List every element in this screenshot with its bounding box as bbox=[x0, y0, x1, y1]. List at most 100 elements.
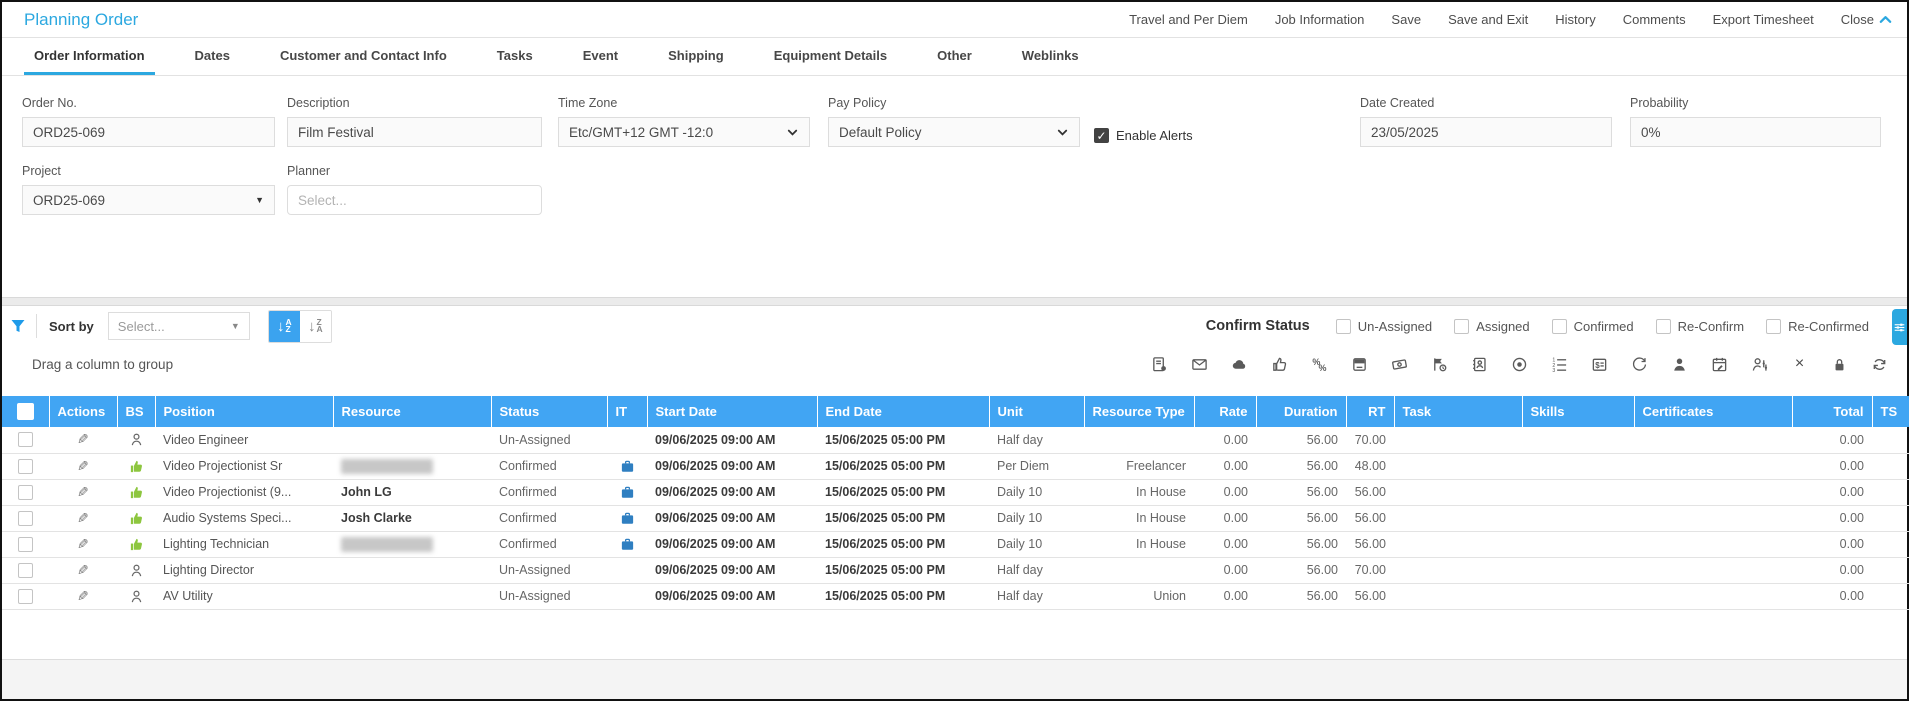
menu-item-save-and-exit[interactable]: Save and Exit bbox=[1448, 12, 1529, 27]
enable-alerts-checkbox[interactable]: ✓ Enable Alerts bbox=[1094, 128, 1193, 143]
menu-item-save[interactable]: Save bbox=[1391, 12, 1422, 27]
pay-policy-select[interactable]: Default Policy bbox=[828, 117, 1080, 147]
cash-icon[interactable] bbox=[1390, 355, 1409, 374]
edit-pencil-icon[interactable]: ✎ bbox=[77, 483, 89, 500]
briefcase-icon[interactable] bbox=[615, 459, 639, 474]
col-header-certificates[interactable]: Certificates bbox=[1634, 396, 1793, 427]
time-zone-select[interactable]: Etc/GMT+12 GMT -12:0 bbox=[558, 117, 810, 147]
col-header-start_date[interactable]: Start Date bbox=[647, 396, 818, 427]
description-field[interactable] bbox=[287, 117, 542, 147]
tab-event[interactable]: Event bbox=[582, 47, 619, 63]
edit-pencil-icon[interactable]: ✎ bbox=[77, 431, 89, 448]
col-header-resource[interactable]: Resource bbox=[333, 396, 492, 427]
person-outline-icon[interactable] bbox=[125, 589, 147, 604]
percentage-icon[interactable]: %% bbox=[1310, 355, 1329, 374]
assignment-notes-icon[interactable] bbox=[1150, 355, 1169, 374]
status-filter-un-assigned[interactable]: Un-Assigned bbox=[1335, 318, 1432, 334]
tab-other[interactable]: Other bbox=[937, 47, 972, 63]
select-all-checkbox[interactable] bbox=[16, 403, 34, 420]
thumbs-up-icon[interactable] bbox=[125, 459, 147, 474]
row-checkbox[interactable] bbox=[18, 536, 33, 552]
col-header-duration[interactable]: Duration bbox=[1256, 396, 1347, 427]
row-checkbox[interactable] bbox=[18, 484, 33, 500]
tab-shipping[interactable]: Shipping bbox=[668, 47, 724, 63]
menu-item-comments[interactable]: Comments bbox=[1622, 12, 1686, 27]
contacts-icon[interactable] bbox=[1470, 355, 1489, 374]
menu-item-export-timesheet[interactable]: Export Timesheet bbox=[1712, 12, 1814, 27]
cloud-icon[interactable] bbox=[1230, 355, 1249, 374]
status-filter-confirmed[interactable]: Confirmed bbox=[1551, 318, 1634, 334]
edit-pencil-icon[interactable]: ✎ bbox=[77, 457, 89, 474]
edit-pencil-icon[interactable]: ✎ bbox=[77, 587, 89, 604]
person-icon[interactable] bbox=[1670, 355, 1689, 374]
sort-field-select[interactable]: Select... ▼ bbox=[107, 312, 250, 340]
col-header-task[interactable]: Task bbox=[1394, 396, 1523, 427]
thumbs-up-icon[interactable] bbox=[125, 511, 147, 526]
row-checkbox[interactable] bbox=[18, 588, 33, 604]
chevron-up-icon[interactable] bbox=[1878, 12, 1893, 27]
col-header-bs[interactable]: BS bbox=[117, 396, 156, 427]
edit-pencil-icon[interactable]: ✎ bbox=[77, 561, 89, 578]
col-header-end_date[interactable]: End Date bbox=[817, 396, 990, 427]
menu-item-history[interactable]: History bbox=[1555, 12, 1596, 27]
menu-item-travel-and-per-diem[interactable]: Travel and Per Diem bbox=[1129, 12, 1248, 27]
sync-icon[interactable] bbox=[1630, 355, 1649, 374]
date-created-field[interactable] bbox=[1360, 117, 1612, 147]
planner-field[interactable] bbox=[287, 185, 542, 215]
rate-card-icon[interactable]: $ bbox=[1590, 355, 1609, 374]
col-header-rate[interactable]: Rate bbox=[1194, 396, 1257, 427]
close-x-icon[interactable]: × bbox=[1794, 355, 1805, 372]
edit-pencil-icon[interactable]: ✎ bbox=[77, 509, 89, 526]
person-settings-icon[interactable] bbox=[1750, 355, 1769, 374]
menu-item-job-information[interactable]: Job Information bbox=[1274, 12, 1365, 27]
refresh-icon[interactable] bbox=[1870, 355, 1889, 374]
thumbs-up-icon[interactable] bbox=[1270, 355, 1289, 374]
person-outline-icon[interactable] bbox=[125, 563, 147, 578]
project-select[interactable]: ORD25-069 ▼ bbox=[22, 185, 275, 215]
probability-field[interactable] bbox=[1630, 117, 1881, 147]
briefcase-icon[interactable] bbox=[615, 537, 639, 552]
filter-sliders-tab[interactable] bbox=[1892, 309, 1907, 345]
briefcase-icon[interactable] bbox=[615, 485, 639, 500]
row-checkbox[interactable] bbox=[18, 562, 33, 578]
person-outline-icon[interactable] bbox=[125, 432, 147, 447]
col-header-skills[interactable]: Skills bbox=[1522, 396, 1635, 427]
filter-funnel-icon[interactable] bbox=[10, 318, 26, 334]
tab-dates[interactable]: Dates bbox=[194, 47, 230, 63]
tab-customer-and-contact-info[interactable]: Customer and Contact Info bbox=[279, 47, 447, 63]
select-all-header[interactable] bbox=[2, 396, 50, 427]
lock-icon[interactable] bbox=[1830, 355, 1849, 374]
row-checkbox[interactable] bbox=[18, 432, 33, 448]
status-filter-assigned[interactable]: Assigned bbox=[1454, 318, 1530, 334]
col-header-rt[interactable]: RT bbox=[1346, 396, 1395, 427]
col-header-resource_type[interactable]: Resource Type bbox=[1084, 396, 1195, 427]
tab-equipment-details[interactable]: Equipment Details bbox=[773, 47, 888, 63]
tab-order-information[interactable]: Order Information bbox=[24, 38, 155, 75]
col-header-position[interactable]: Position bbox=[155, 396, 334, 427]
row-checkbox[interactable] bbox=[18, 458, 33, 474]
col-header-ts[interactable]: TS bbox=[1872, 396, 1909, 427]
status-filter-re-confirm[interactable]: Re-Confirm bbox=[1655, 318, 1744, 334]
col-header-actions[interactable]: Actions bbox=[49, 396, 118, 427]
col-header-total[interactable]: Total bbox=[1792, 396, 1873, 427]
row-checkbox[interactable] bbox=[18, 510, 33, 526]
thumbs-up-icon[interactable] bbox=[125, 485, 147, 500]
status-filter-re-confirmed[interactable]: Re-Confirmed bbox=[1766, 318, 1869, 334]
col-header-unit[interactable]: Unit bbox=[989, 396, 1085, 427]
target-icon[interactable] bbox=[1510, 355, 1529, 374]
email-check-icon[interactable] bbox=[1190, 355, 1209, 374]
order-no-field[interactable] bbox=[22, 117, 275, 147]
calendar-edit-icon[interactable] bbox=[1710, 355, 1729, 374]
col-header-status[interactable]: Status bbox=[491, 396, 608, 427]
tab-tasks[interactable]: Tasks bbox=[496, 47, 533, 63]
col-header-it[interactable]: IT bbox=[607, 396, 648, 427]
time-flag-icon[interactable] bbox=[1430, 355, 1449, 374]
thumbs-up-icon[interactable] bbox=[125, 537, 147, 552]
menu-item-close[interactable]: Close bbox=[1840, 12, 1874, 27]
card-terminal-icon[interactable] bbox=[1350, 355, 1369, 374]
tab-weblinks[interactable]: Weblinks bbox=[1021, 47, 1079, 63]
edit-pencil-icon[interactable]: ✎ bbox=[77, 535, 89, 552]
